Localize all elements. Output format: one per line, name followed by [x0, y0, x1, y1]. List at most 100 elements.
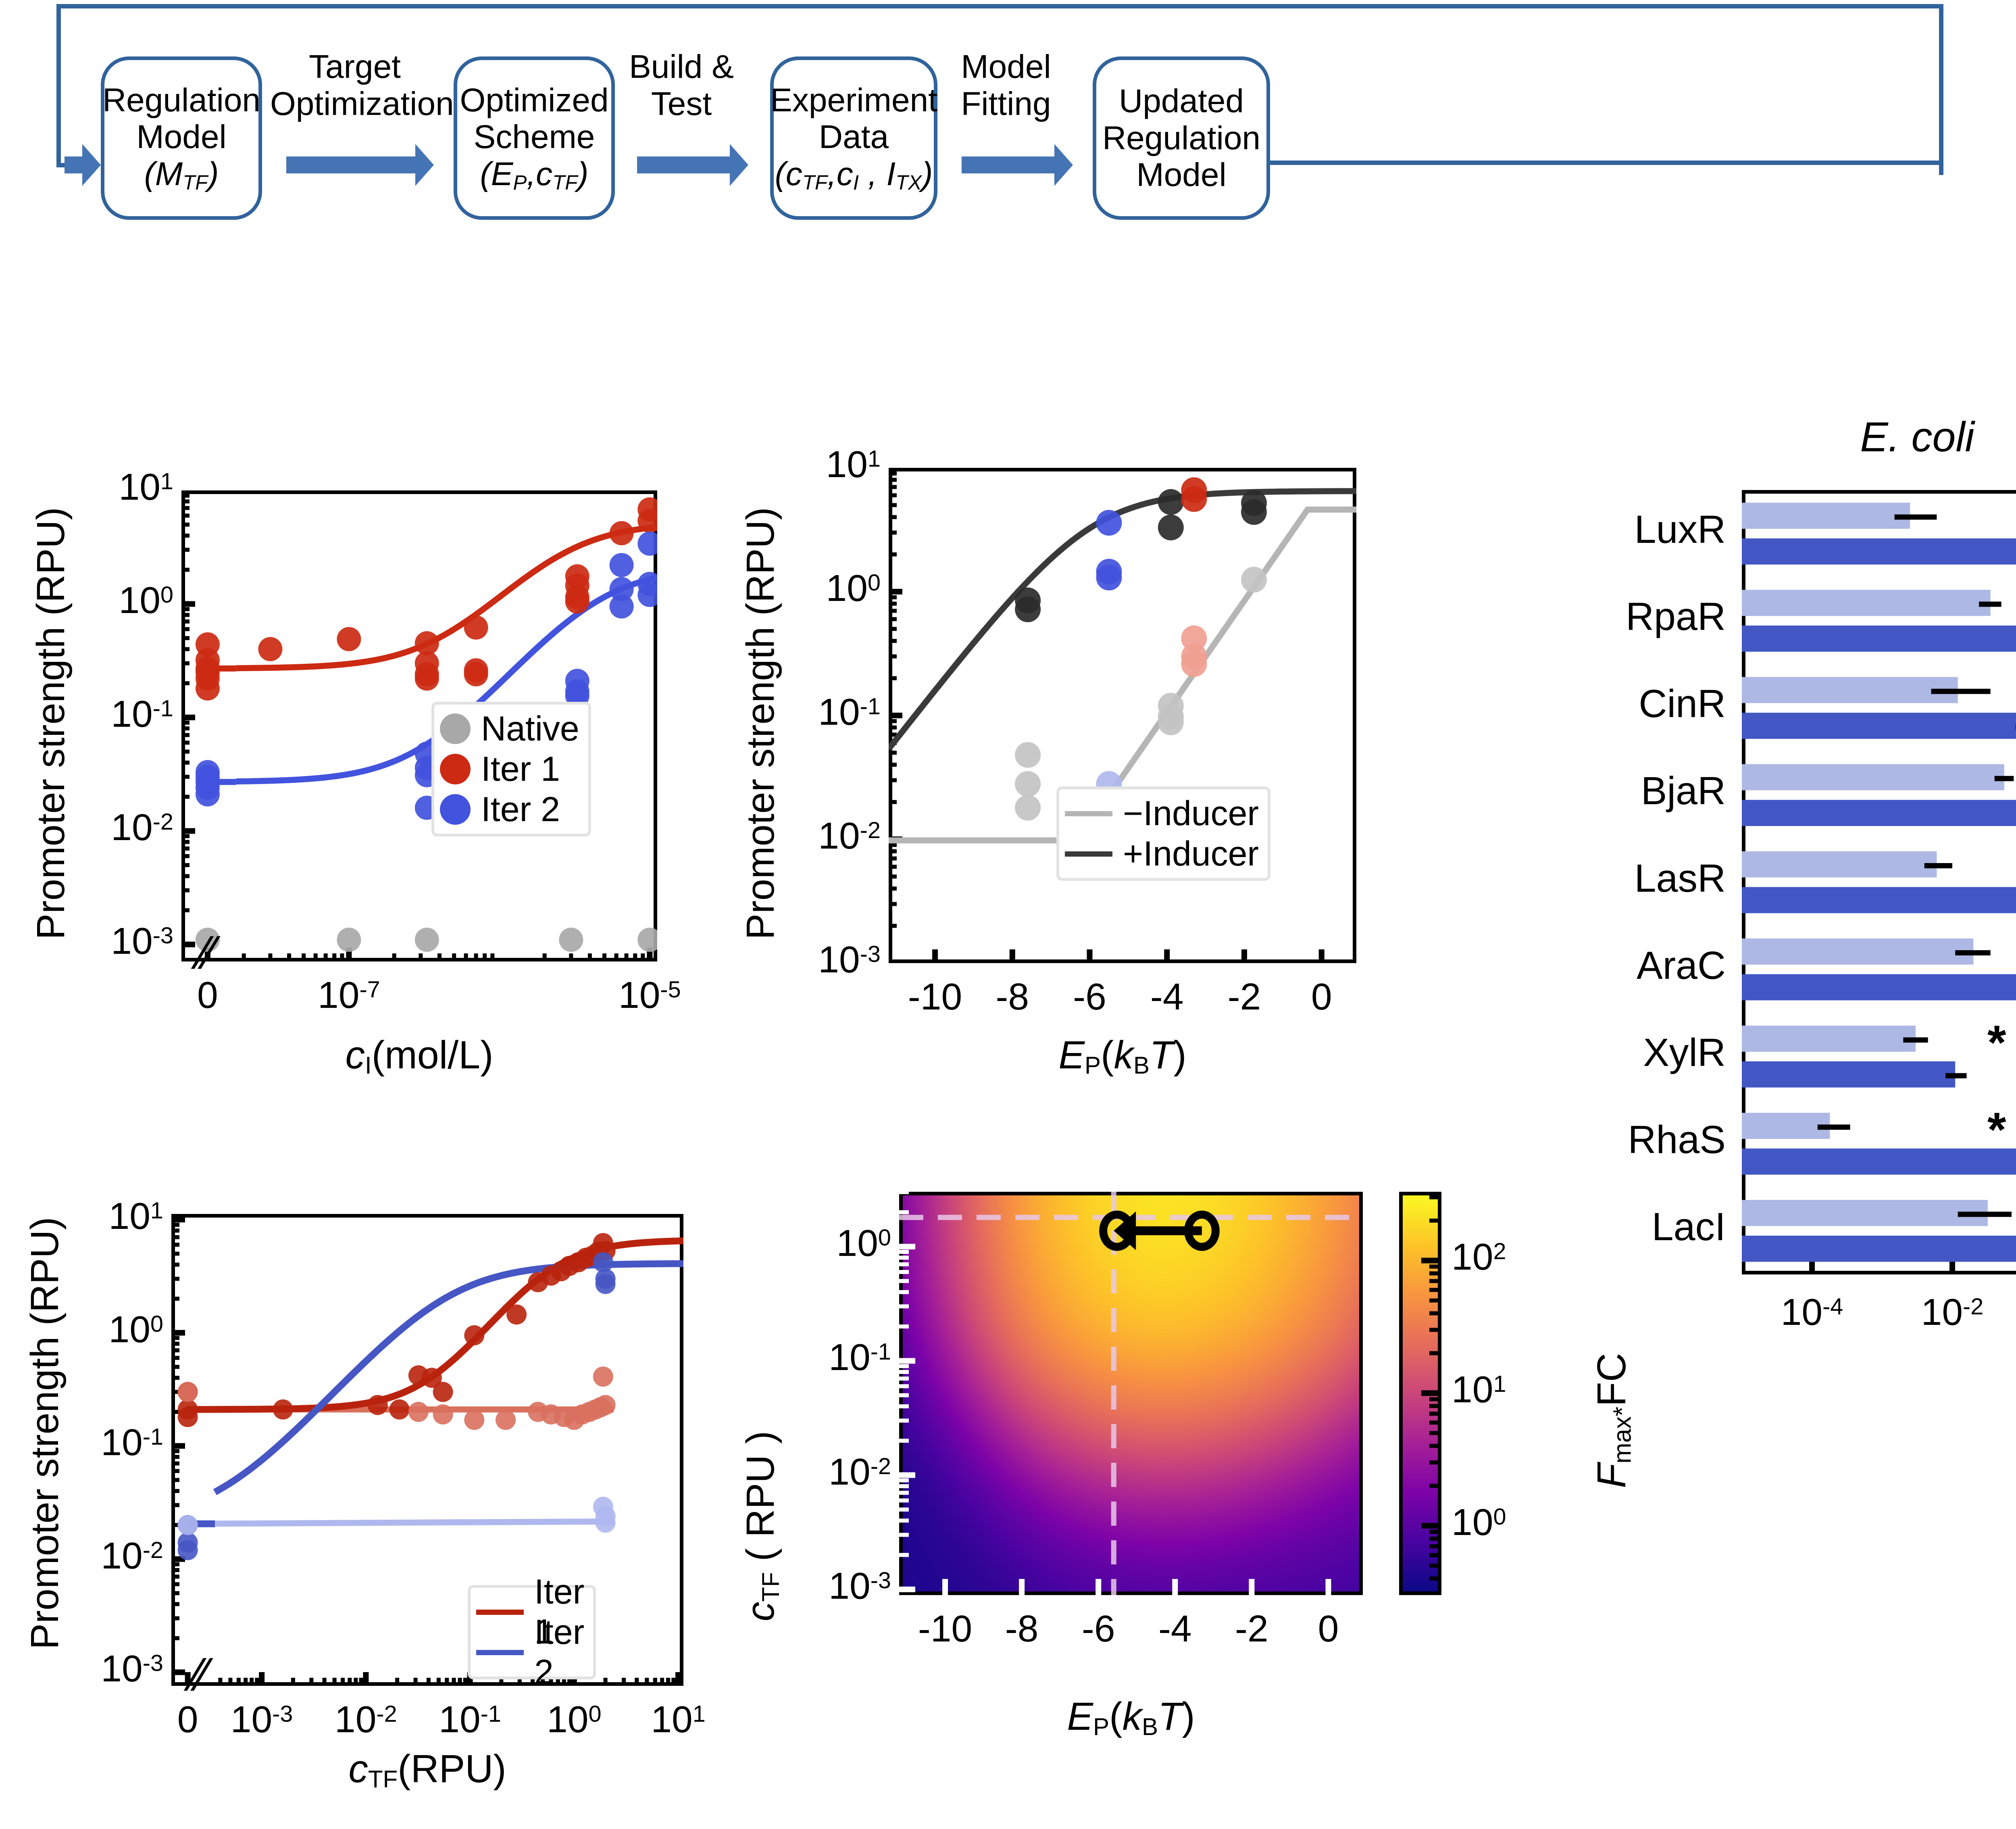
flowchart-loop-right-stub	[1939, 163, 1943, 175]
panel-a-ytick: 101	[119, 466, 173, 508]
panel-a-legend-row: Iter 1	[440, 749, 579, 789]
flowchart-box-optimized-scheme: Optimized Scheme (EP,cTF)	[454, 56, 615, 220]
colorbar-tick: 102	[1452, 1236, 1506, 1278]
bar-panel-xtick: 100	[2000, 1291, 2016, 1334]
panel-b-legend: −Inducer +Inducer	[1056, 786, 1271, 881]
panel-d-ytick: 10-2	[829, 1450, 891, 1493]
panel-b-legend-line	[1065, 811, 1112, 816]
panel-c-legend-label: Iter 2	[534, 1613, 585, 1691]
bar-panel-title-0: E. coli	[1860, 414, 1974, 461]
workflow-flowchart: Regulation Model (MTF) Target Optimizatio…	[56, 4, 1960, 302]
panel-c-ytick: 100	[108, 1308, 163, 1350]
flowchart-box-2-line2: Data	[818, 119, 889, 156]
panel-a-xtick: 0	[197, 974, 218, 1016]
flowchart-box-0-line1: Regulation	[102, 81, 261, 119]
flowchart-box-regulation-model: Regulation Model (MTF)	[101, 56, 262, 220]
panel-c-ytick: 10-1	[101, 1421, 163, 1464]
bar-row-label-laci: LacI	[1652, 1204, 1726, 1249]
bar-panel-plot-0	[1742, 503, 2016, 1274]
panel-c-xlabel: cTF(RPU)	[348, 1747, 506, 1793]
bar-row-label-xylr: XylR	[1643, 1030, 1726, 1074]
panel-a-ytick: 10-2	[111, 806, 173, 849]
bar-row-label-rhas: RhaS	[1628, 1117, 1726, 1162]
bar-row-label-luxr: LuxR	[1634, 507, 1726, 552]
panel-c-legend-row: Iter 1	[476, 1572, 584, 1651]
flowchart-loop-return	[1268, 161, 1941, 165]
panel-a-ytick: 100	[119, 579, 173, 621]
panel-c-legend-row: Iter 2	[476, 1613, 584, 1691]
heatmap-canvas	[903, 1195, 1359, 1591]
flowchart-label-model-fitting: Model Fitting	[961, 48, 1051, 122]
panel-a-legend-swatch	[440, 754, 471, 784]
panel-d-xtick: -10	[918, 1608, 973, 1650]
flowchart-feedback-loop	[56, 4, 1943, 167]
colorbar-tick: 101	[1452, 1368, 1506, 1411]
panel-b-xtick: -10	[908, 976, 962, 1018]
panel-d-xtick: -8	[1005, 1608, 1039, 1650]
panel-b-xtick: -6	[1073, 976, 1106, 1018]
flowchart-arrow-2	[637, 144, 748, 186]
panel-c-xtick: 10-1	[439, 1698, 501, 1740]
panel-c-xtick: 0	[177, 1698, 198, 1740]
panel-d-axes	[899, 1192, 1363, 1595]
flowchart-box-3-line2: Regulation	[1102, 119, 1261, 156]
bar-panel-xtick: 10-4	[1781, 1291, 1843, 1333]
bar-row-label-bjar: BjaR	[1641, 769, 1726, 813]
flowchart-arrow-3	[962, 144, 1073, 186]
panel-c-plot-area	[171, 1217, 683, 1686]
panel-a-ytick: 10-1	[111, 692, 173, 735]
panel-b-ytick: 10-1	[818, 691, 881, 733]
panel-b-xtick: -8	[996, 976, 1029, 1018]
colorbar-tick: 100	[1452, 1501, 1506, 1543]
panel-a-legend-label: Iter 2	[481, 790, 560, 829]
panel-b-legend-label: +Inducer	[1123, 834, 1259, 873]
panel-b-legend-row: +Inducer	[1065, 834, 1259, 874]
bar-row-label-cinr: CinR	[1639, 682, 1726, 726]
panel-b-legend-line	[1065, 851, 1112, 857]
panel-b-ytick: 10-2	[818, 815, 881, 857]
panel-d-xtick: -6	[1081, 1608, 1115, 1650]
flowchart-box-2-sub: (cTF,cI , ITX)	[775, 156, 933, 194]
flowchart-box-1-line2: Scheme	[473, 119, 595, 156]
panel-c-legend: Iter 1 Iter 2	[468, 1572, 596, 1691]
panel-d-overlay	[899, 1192, 1363, 1595]
panel-b-xtick: -2	[1227, 976, 1261, 1018]
bar-row-label-rpar: RpaR	[1626, 594, 1726, 639]
panel-d-xtick: -2	[1235, 1608, 1268, 1650]
bar-chart-xlabel: ITX / Imax	[1742, 1391, 2016, 1441]
panel-a-legend-row: Iter 2	[440, 789, 579, 830]
panel-d-ytick: 10-1	[829, 1336, 891, 1379]
panel-b-xtick: -4	[1150, 976, 1184, 1018]
panel-b-ytick: 101	[826, 443, 881, 485]
colorbar-ticks	[1421, 1195, 1441, 1595]
panel-a-legend-swatch	[440, 713, 471, 744]
panel-c-xtick: 10-2	[335, 1698, 397, 1740]
panel-b-xlabel: EP(kBT)	[1058, 1033, 1187, 1079]
significance-marker: *	[1987, 1102, 2006, 1157]
panel-d-xtick: 0	[1318, 1608, 1339, 1650]
flowchart-box-3-line1: Updated	[1118, 82, 1244, 119]
flowchart-box-0-line2: Model	[136, 119, 227, 156]
flowchart-label-build-test: Build & Test	[629, 48, 734, 122]
flowchart-box-1-sub: (EP,cTF)	[480, 156, 589, 194]
panel-a-legend-swatch	[440, 794, 471, 825]
bar-panel-xtick: 10-2	[1921, 1291, 1984, 1333]
flowchart-box-2-line1: Experiment	[770, 81, 937, 119]
panel-a-legend-label: Iter 1	[481, 749, 560, 788]
flowchart-box-3-line3: Model	[1136, 156, 1227, 194]
panel-c-ytick: 10-3	[101, 1648, 163, 1690]
flowchart-box-experiment-data: Experiment Data (cTF,cI , ITX)	[770, 56, 937, 220]
panel-a-ytick: 10-3	[111, 920, 173, 962]
panel-c-legend-line	[476, 1609, 524, 1615]
bar-row-label-arac: AraC	[1637, 943, 1726, 987]
panel-c-xtick: 101	[651, 1698, 706, 1740]
panel-a-legend-label: Native	[481, 709, 579, 748]
flowchart-box-1-line1: Optimized	[460, 81, 609, 119]
significance-marker: *	[1987, 1015, 2006, 1070]
panel-b-ytick: 100	[826, 567, 881, 609]
panel-c-legend-line	[476, 1650, 524, 1655]
panel-c-ytick: 10-2	[101, 1534, 163, 1577]
panel-a-legend-row: Native	[440, 709, 579, 749]
flowchart-entry-arrow	[65, 144, 101, 186]
panel-d-xlabel: EP(kBT)	[1067, 1694, 1195, 1741]
